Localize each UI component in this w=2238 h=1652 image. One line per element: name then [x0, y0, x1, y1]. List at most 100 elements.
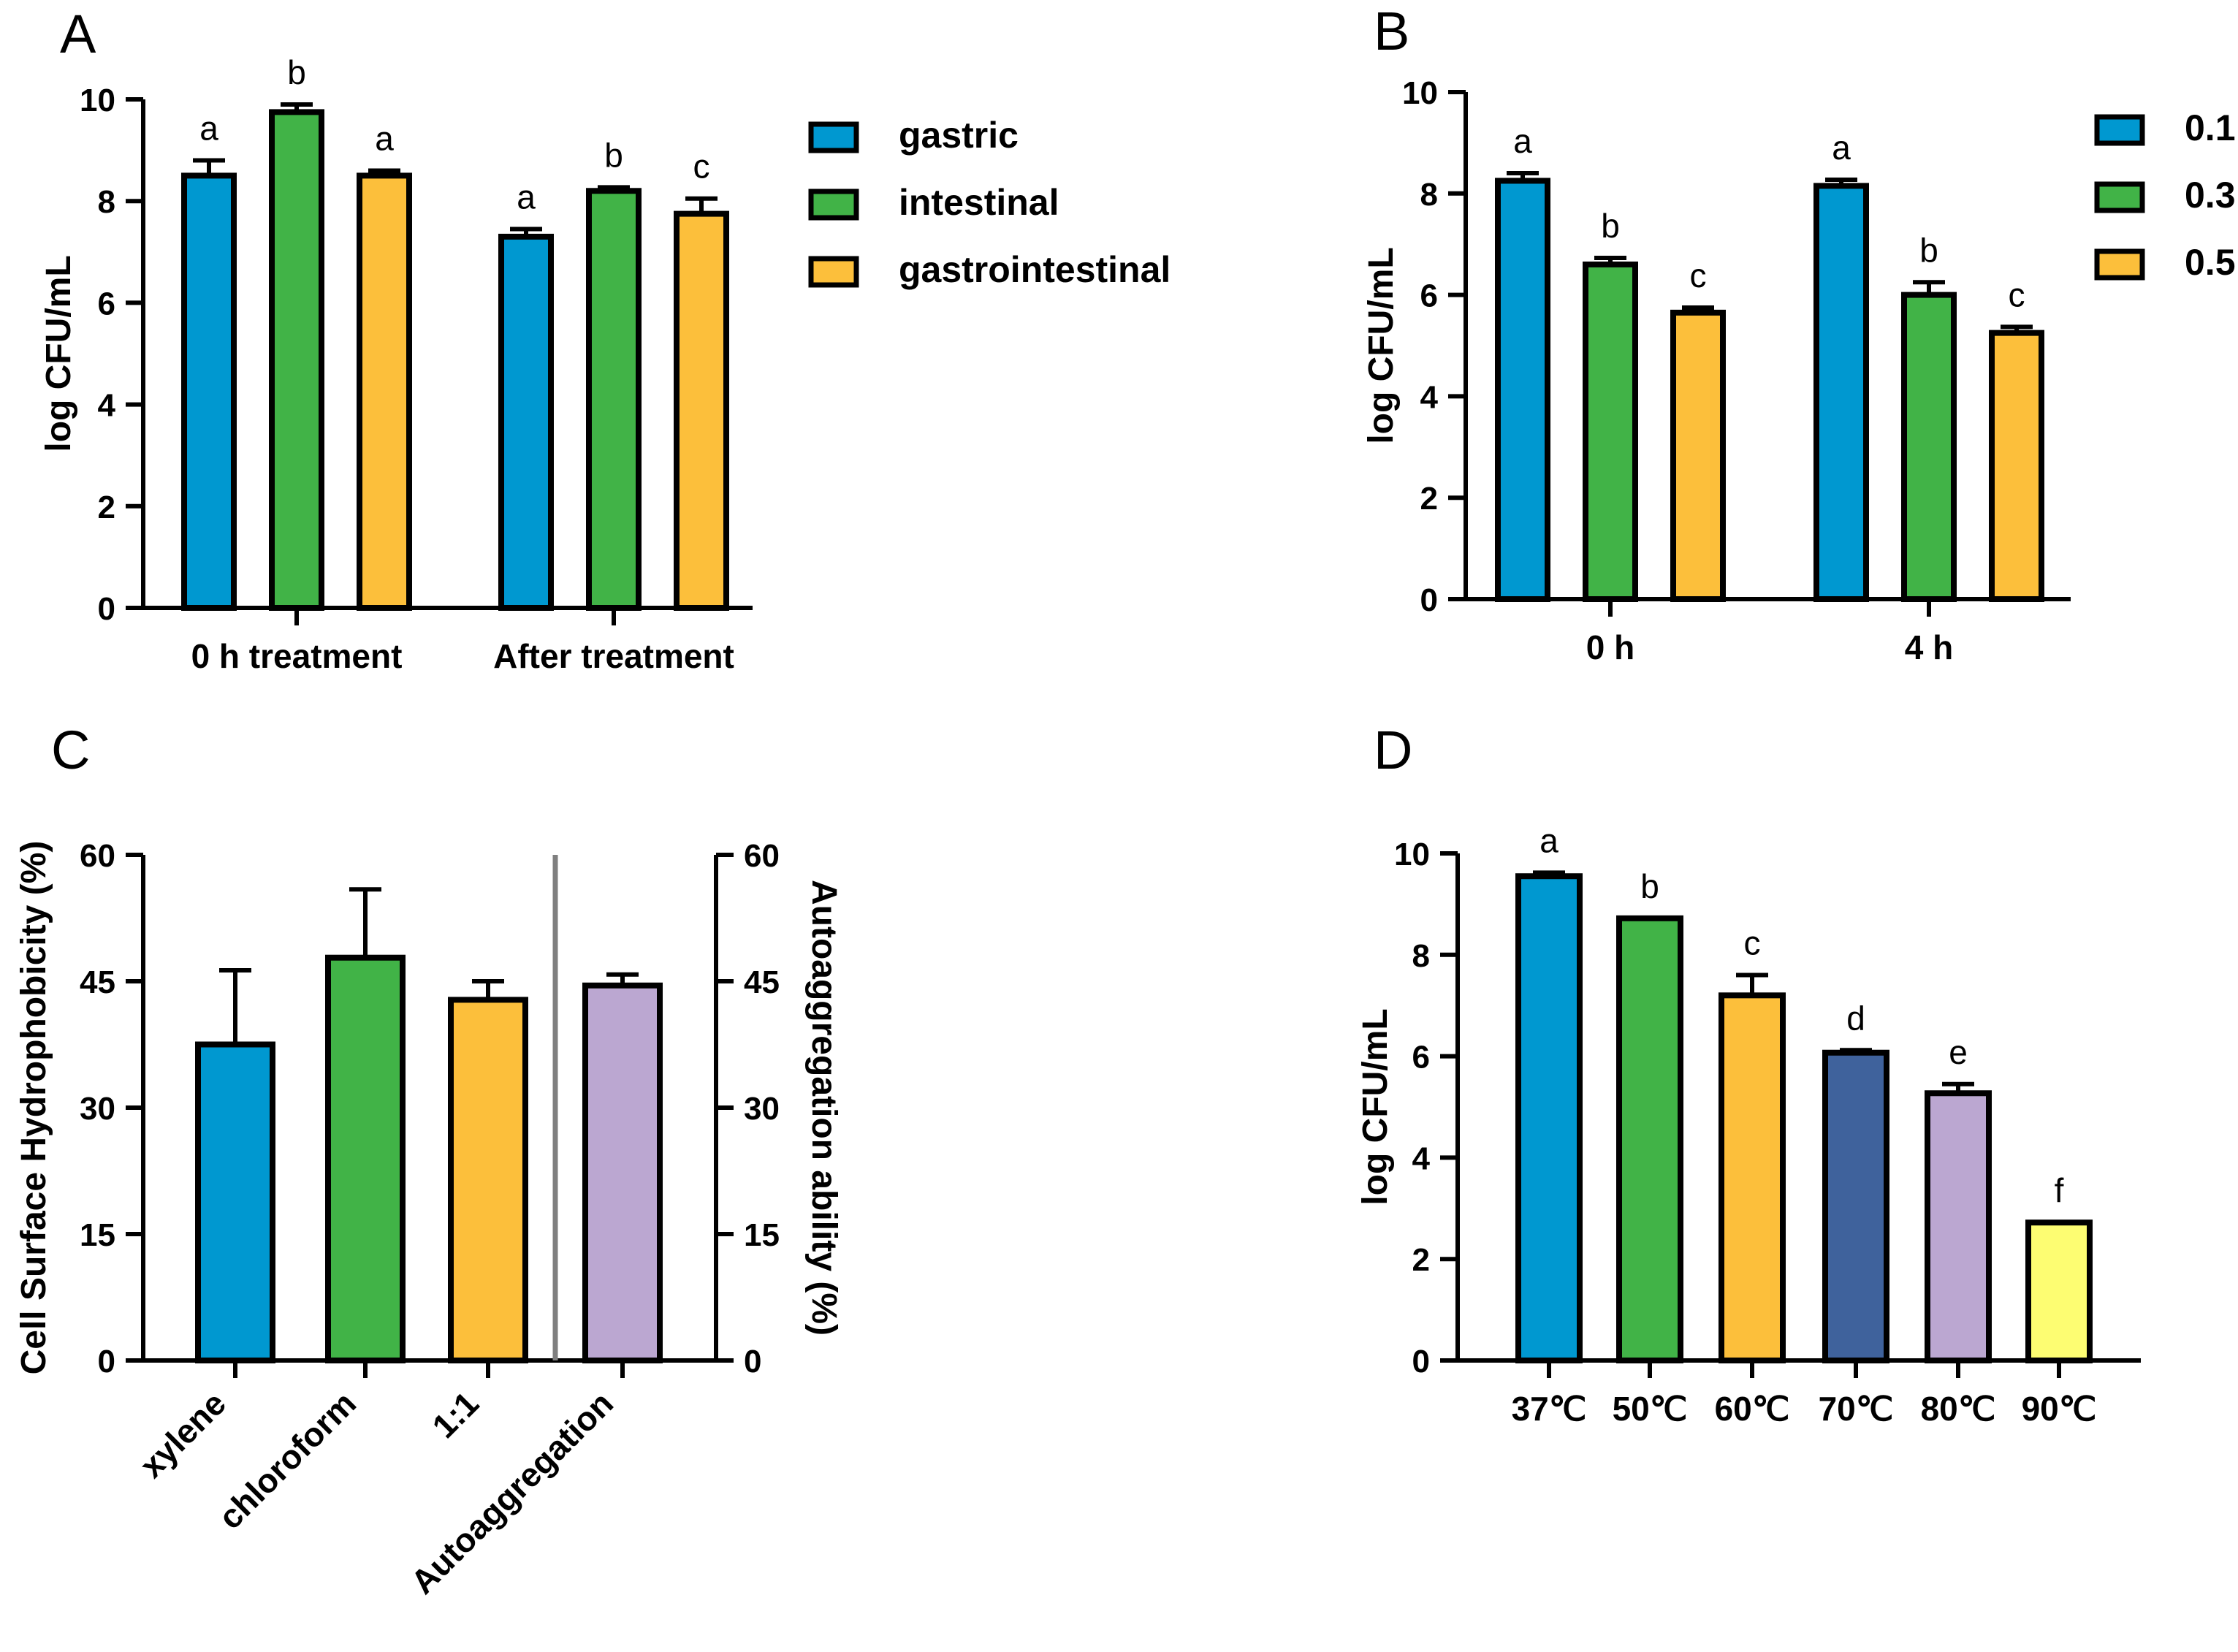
- panel-a-y-axis-title: log CFU/mL: [39, 255, 78, 452]
- panel-d-significance-letter: d: [1846, 999, 1865, 1037]
- panel-b-category-label: 0 h: [1586, 628, 1634, 666]
- panel-b-significance-letter: b: [1919, 231, 1938, 269]
- panel-d-90-bar: [2025, 1219, 2093, 1364]
- panel-a-category-label: 0 h treatment: [191, 637, 403, 675]
- panel-a-legend-swatch: [808, 189, 859, 221]
- panel-d-category-label: 50℃: [1613, 1390, 1688, 1428]
- panel-a-intestinal-error-bar: [598, 185, 630, 191]
- panel-letter-b: B: [1374, 1, 1409, 61]
- panel-b-legend-label: 0.5: [2185, 242, 2236, 283]
- panel-b-y-tick-label: 0: [1420, 582, 1438, 618]
- panel-a-significance-letter: a: [375, 119, 394, 157]
- panel-c-right-y-tick-label: 15: [744, 1217, 780, 1253]
- panel-b-0-5-bar: [1670, 309, 1726, 602]
- panel-d-chart: 0 2 4 6 8 10 log CFU/mL a 37℃ b 50℃ c 60℃ d 70℃ e 80℃ f 90…: [1356, 821, 2141, 1428]
- panel-d-y-tick-label: 6: [1412, 1040, 1430, 1076]
- panel-d-significance-letter: c: [1744, 924, 1761, 962]
- panel-b-0-3-bar: [1901, 292, 1957, 602]
- panel-d-category-label: 60℃: [1715, 1390, 1790, 1428]
- panel-b-y-tick-label: 8: [1420, 177, 1438, 213]
- panel-a-gastrointestinal-bar: [674, 210, 729, 612]
- panel-a-legend-swatch: [808, 256, 859, 288]
- panel-a-significance-letter: a: [517, 178, 536, 216]
- panel-b-significance-letter: c: [1690, 256, 1707, 294]
- panel-d-significance-letter: f: [2055, 1171, 2064, 1209]
- panel-a-significance-letter: a: [199, 110, 218, 148]
- panel-c-right-y-tick-label: 30: [744, 1091, 780, 1127]
- panel-b-legend-swatch: [2094, 181, 2145, 213]
- panel-c-autoaggregation-bar: [582, 982, 663, 1364]
- panel-a-gastric-error-bar: [510, 227, 542, 237]
- panel-b-legend-label: 0.3: [2185, 175, 2236, 216]
- panel-a-y-tick-label: 4: [98, 388, 116, 424]
- panel-a-gastrointestinal-error-bar: [685, 196, 718, 214]
- panel-d-70-bar: [1822, 1049, 1889, 1363]
- panel-b-y-axis-title: log CFU/mL: [1362, 247, 1401, 444]
- panel-a-category-label: After treatment: [493, 637, 734, 675]
- panel-b-0-5-error-bar: [2001, 324, 2033, 333]
- panel-b-0-1-error-bar: [1825, 178, 1857, 186]
- panel-b-significance-letter: a: [1832, 129, 1851, 167]
- panel-a-y-tick-label: 8: [98, 184, 115, 220]
- panel-c-left-y-tick-label: 0: [98, 1344, 115, 1379]
- panel-b-y-tick-label: 10: [1402, 75, 1438, 111]
- panel-d-y-axis-title: log CFU/mL: [1356, 1008, 1395, 1205]
- panel-d-37-error-bar: [1533, 870, 1565, 877]
- panel-a-intestinal-error-bar: [281, 102, 313, 113]
- panel-b-significance-letter: c: [2009, 275, 2025, 313]
- panel-a-intestinal-bar: [269, 109, 324, 611]
- panel-c-chloroform-error-bar: [349, 887, 381, 958]
- panel-c-left-y-tick-label: 15: [80, 1217, 115, 1253]
- panel-c-xylene-bar: [195, 1041, 275, 1363]
- panel-a-legend-label: gastric: [899, 115, 1019, 156]
- panel-b-0-5-error-bar: [1682, 305, 1714, 313]
- panel-letter-d: D: [1374, 720, 1412, 780]
- panel-d-significance-letter: b: [1640, 867, 1659, 905]
- panel-d-significance-letter: a: [1539, 821, 1558, 859]
- panel-d-category-label: 70℃: [1819, 1390, 1894, 1428]
- panel-c-right-y-tick-label: 60: [744, 838, 780, 874]
- panel-a-legend-label: intestinal: [899, 182, 1059, 223]
- panel-d-y-tick-label: 0: [1412, 1344, 1430, 1379]
- panel-a-y-tick-label: 10: [80, 83, 115, 118]
- panel-d-y-tick-label: 4: [1412, 1141, 1431, 1176]
- panel-c-left-y-tick-label: 60: [80, 838, 115, 874]
- panel-a-significance-letter: c: [693, 148, 710, 186]
- panel-d-y-tick-label: 8: [1412, 938, 1430, 974]
- panel-a-gastrointestinal-bar: [357, 172, 412, 611]
- panel-a-y-tick-label: 2: [98, 490, 115, 525]
- panel-b-0-1-bar: [1813, 183, 1869, 602]
- panel-c-y2-axis-title: Autoaggregation ability (%): [804, 880, 843, 1336]
- panel-c-left-y-tick-label: 45: [80, 964, 115, 1000]
- panel-a-gastrointestinal-error-bar: [368, 168, 400, 176]
- panel-a-intestinal-bar: [586, 188, 642, 611]
- panel-c-category-label: xylene: [132, 1384, 233, 1485]
- panel-d-significance-letter: e: [1949, 1033, 1968, 1071]
- panel-c-left-y-tick-label: 30: [80, 1091, 115, 1127]
- panel-b-0-3-error-bar: [1594, 255, 1626, 264]
- panel-b-legend-label: 0.1: [2185, 107, 2236, 148]
- panel-letter-c: C: [51, 720, 90, 780]
- panel-d-60-bar: [1719, 992, 1786, 1363]
- panel-b-0-5-bar: [1989, 330, 2044, 602]
- panel-a-legend-swatch: [808, 121, 859, 153]
- panel-d-50-bar: [1616, 915, 1683, 1364]
- panel-c-chloroform-bar: [325, 954, 406, 1363]
- panel-c-xylene-error-bar: [219, 968, 251, 1045]
- panel-d-80-bar: [1925, 1090, 1992, 1363]
- panel-d-category-label: 37℃: [1512, 1390, 1587, 1428]
- panel-a-chart: 0 2 4 6 8 10 log CFU/mL 0 h treatment a b a After t…: [39, 53, 1171, 675]
- panel-d-37-bar: [1515, 873, 1583, 1363]
- panel-a-gastric-bar: [181, 172, 237, 611]
- panel-b-y-tick-label: 4: [1420, 379, 1439, 415]
- panel-b-significance-letter: a: [1513, 122, 1532, 160]
- panel-c-right-y-tick-label: 0: [744, 1344, 761, 1379]
- panel-a-legend-label: gastrointestinal: [899, 249, 1171, 290]
- panel-d-y-tick-label: 2: [1412, 1242, 1430, 1278]
- panel-c-right-y-tick-label: 45: [744, 964, 780, 1000]
- panel-a-significance-letter: b: [604, 136, 623, 174]
- panel-b-category-label: 4 h: [1905, 628, 1953, 666]
- panel-b-0-1-error-bar: [1507, 171, 1539, 181]
- panel-c-autoaggregation-error-bar: [606, 972, 639, 986]
- panel-b-0-3-error-bar: [1913, 280, 1945, 295]
